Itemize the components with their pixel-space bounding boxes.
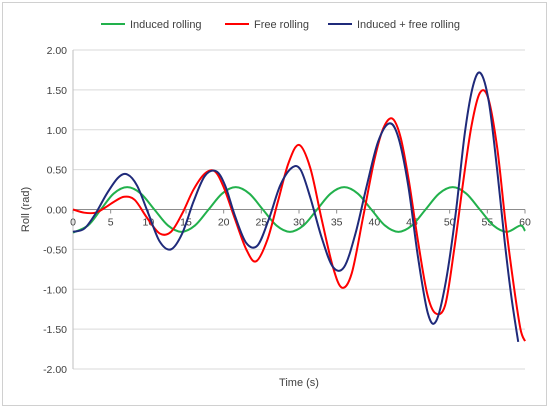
y-tick-label: 1.00 [47,125,68,137]
x-tick-label: 25 [255,217,267,229]
y-tick-label: -2.00 [43,364,67,376]
legend: Induced rolling Free rolling Induced + fre… [101,19,460,31]
y-tick-label: -1.50 [43,324,67,336]
x-tick-label: 10 [142,217,154,229]
x-tick-label: 35 [331,217,343,229]
x-tick-label: 0 [70,217,76,229]
x-tick-label: 5 [108,217,114,229]
y-tick-label: 1.50 [47,85,68,97]
x-axis-title: Time (s) [279,377,319,389]
x-tick-label: 45 [406,217,418,229]
series-lines [72,71,526,343]
x-tick-label: 50 [444,217,456,229]
series-line-free-rolling [72,89,526,342]
legend-label-free-rolling: Free rolling [254,19,309,31]
legend-label-induced-rolling: Induced rolling [130,19,202,31]
roll-chart: Induced rolling Free rolling Induced + fre… [20,19,531,389]
chart-frame: Induced rolling Free rolling Induced + fre… [2,2,547,406]
y-tick-label: 0.50 [47,165,68,177]
x-axis: 0 5 10 15 20 25 30 35 40 45 50 55 60 [70,209,531,229]
series-line-induced-rolling [72,186,526,234]
y-tick-label: 2.00 [47,45,68,57]
y-tick-label: 0.00 [47,205,68,217]
x-tick-label: 55 [481,217,493,229]
x-tick-label: 30 [293,217,305,229]
x-tick-label: 40 [368,217,380,229]
series-line-induced-free-rolling [72,71,520,343]
y-tick-labels: -2.00 -1.50 -1.00 -0.50 0.00 0.50 1.00 1.50 2.00 [43,45,67,376]
y-tick-label: -1.00 [43,284,67,296]
y-axis-title: Roll (rad) [20,187,32,232]
legend-label-induced-free-rolling: Induced + free rolling [357,19,460,31]
x-tick-label: 60 [519,217,531,229]
x-tick-label: 20 [218,217,230,229]
y-tick-label: -0.50 [43,244,67,256]
